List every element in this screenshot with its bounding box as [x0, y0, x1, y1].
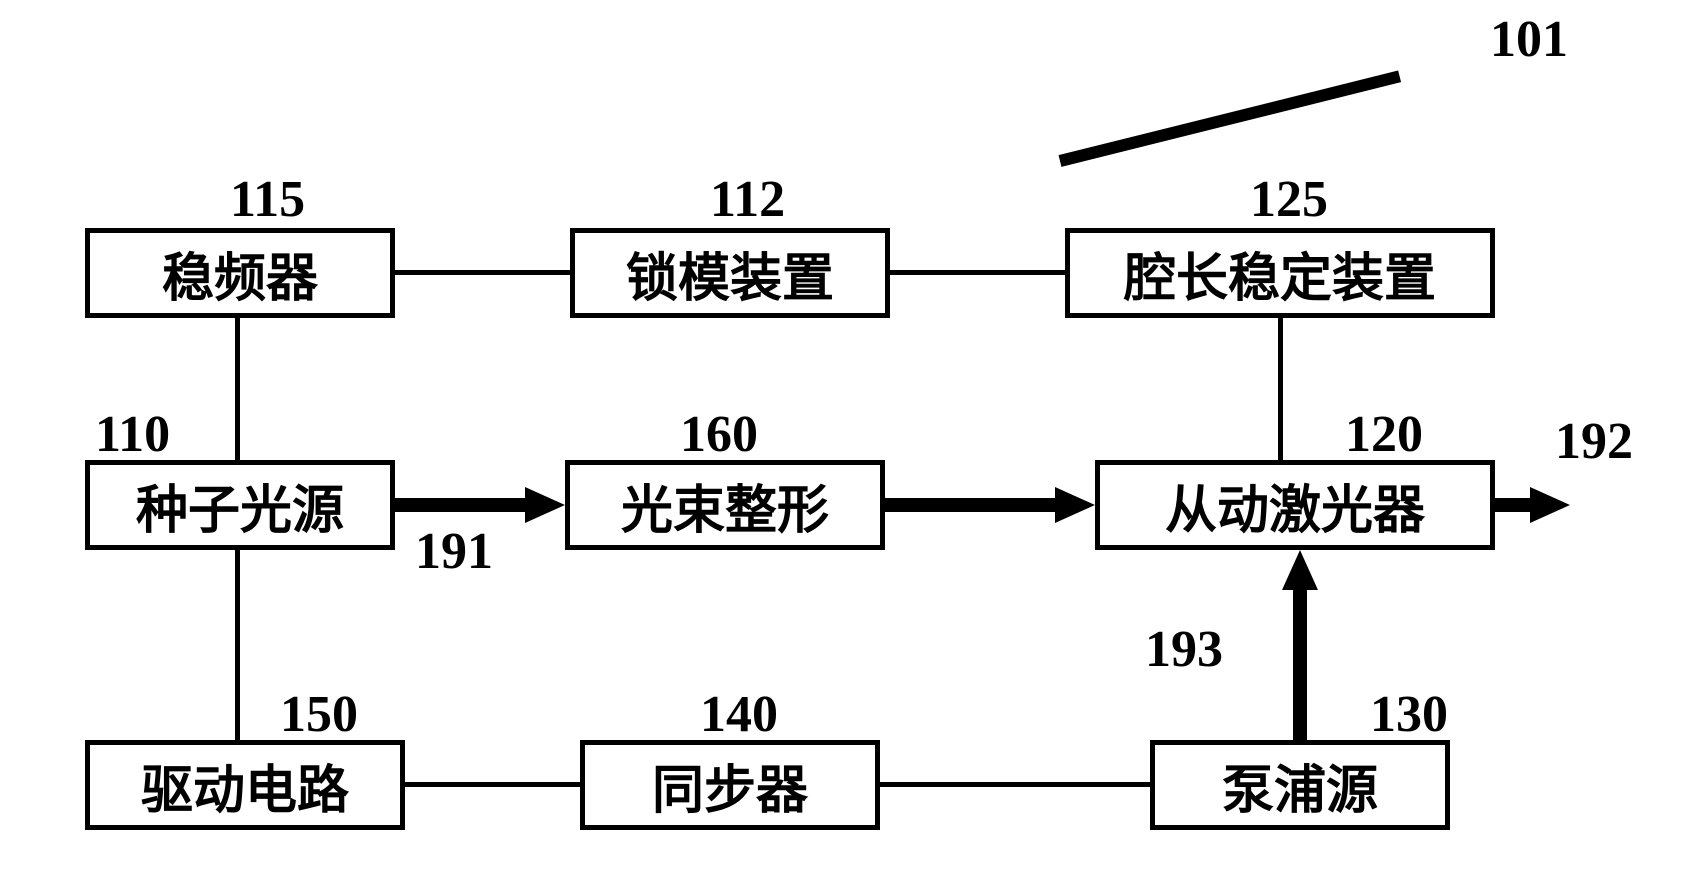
- box-150-text: 驱动电路: [141, 748, 349, 823]
- edge-150-140: [405, 782, 580, 787]
- edge-115-110: [235, 318, 240, 460]
- edge-120-192-line: [1495, 498, 1535, 512]
- box-115: 稳频器: [85, 228, 395, 318]
- label-193: 193: [1145, 620, 1223, 679]
- label-115: 115: [230, 170, 305, 229]
- box-130-text: 泵浦源: [1222, 748, 1378, 823]
- box-140-text: 同步器: [652, 748, 808, 823]
- label-192: 192: [1555, 412, 1633, 471]
- label-150: 150: [280, 685, 358, 744]
- edge-110-160-line: [395, 498, 530, 512]
- label-120: 120: [1345, 405, 1423, 464]
- label-125: 125: [1250, 170, 1328, 229]
- label-112: 112: [710, 170, 785, 229]
- edge-130-120-arrow: [1282, 550, 1318, 590]
- edge-160-120-line: [885, 498, 1060, 512]
- box-150: 驱动电路: [85, 740, 405, 830]
- box-160-text: 光束整形: [621, 468, 829, 543]
- box-112-text: 锁模装置: [626, 236, 834, 311]
- edge-115-112: [395, 270, 570, 275]
- label-101: 101: [1490, 10, 1568, 69]
- box-115-text: 稳频器: [162, 236, 318, 311]
- label-130: 130: [1370, 685, 1448, 744]
- label-191: 191: [415, 522, 493, 581]
- edge-140-130: [880, 782, 1150, 787]
- box-112: 锁模装置: [570, 228, 890, 318]
- box-125: 腔长稳定装置: [1065, 228, 1495, 318]
- edge-112-125: [890, 270, 1065, 275]
- box-120-text: 从动激光器: [1165, 468, 1425, 543]
- box-130: 泵浦源: [1150, 740, 1450, 830]
- box-160: 光束整形: [565, 460, 885, 550]
- edge-125-120: [1278, 318, 1283, 460]
- label-140: 140: [700, 685, 778, 744]
- edge-110-150: [235, 550, 240, 740]
- edge-130-120-line: [1293, 590, 1307, 740]
- label-160: 160: [680, 405, 758, 464]
- box-125-text: 腔长稳定装置: [1124, 236, 1436, 311]
- edge-160-120-arrow: [1055, 487, 1095, 523]
- box-110: 种子光源: [85, 460, 395, 550]
- box-140: 同步器: [580, 740, 880, 830]
- edge-120-192-arrow: [1530, 487, 1570, 523]
- block-diagram: 101 115 稳频器 112 锁模装置 125 腔长稳定装置 110 种子光源…: [0, 0, 1704, 891]
- edge-110-160-arrow: [525, 487, 565, 523]
- label-110: 110: [95, 405, 170, 464]
- pointer-line-101: [1059, 71, 1402, 167]
- box-120: 从动激光器: [1095, 460, 1495, 550]
- box-110-text: 种子光源: [136, 468, 344, 543]
